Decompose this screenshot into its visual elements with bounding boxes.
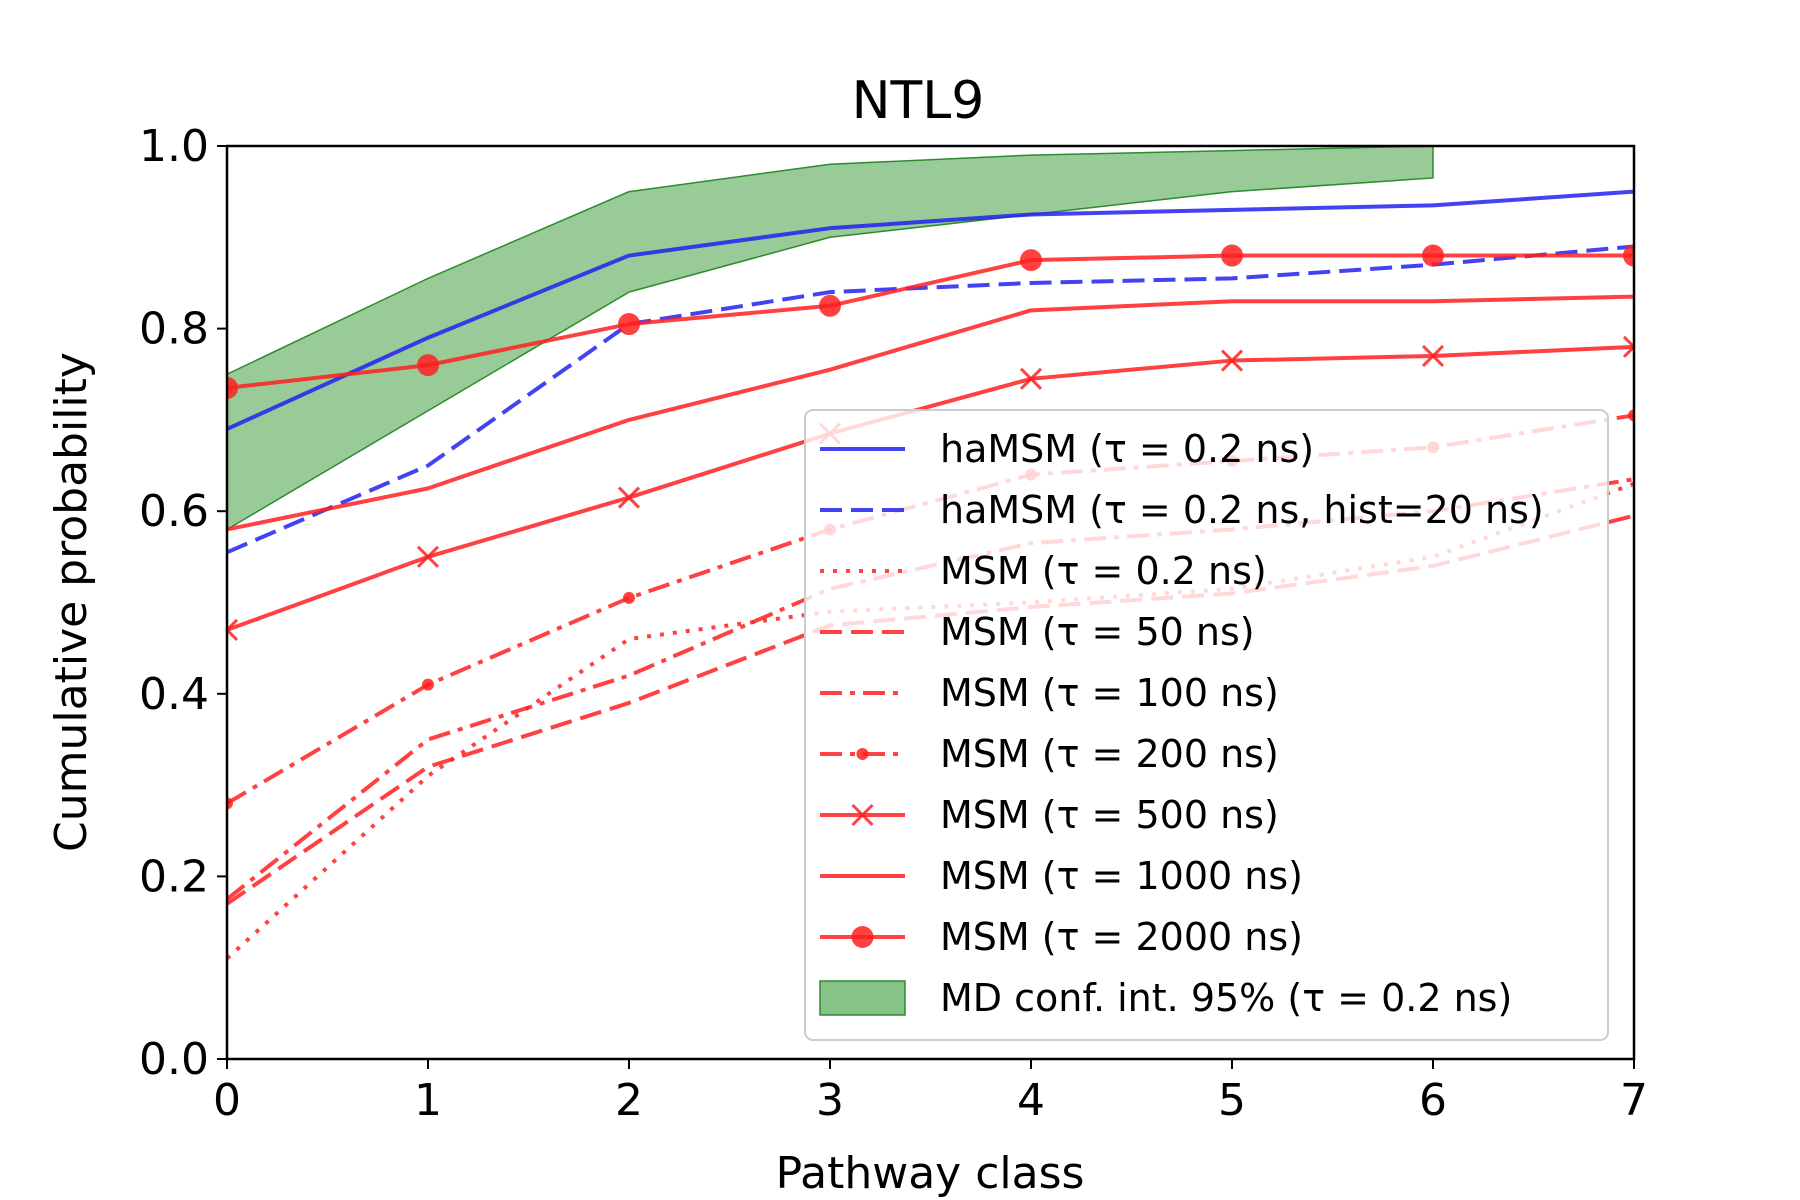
legend-label: MSM (τ = 0.2 ns) [940,549,1267,593]
x-tick-label: 0 [213,1075,241,1126]
series-line-5 [227,413,1634,806]
y-axis-label: Cumulative probability [46,352,97,852]
series-line-7 [227,294,1634,532]
series-line-6 [227,344,1634,632]
series-line-1 [227,244,1634,555]
legend-label: MSM (τ = 1000 ns) [940,854,1303,898]
data-point-8-6 [1422,244,1444,267]
data-point-6-2 [617,486,641,509]
y-tick-label: 1.0 [139,121,209,172]
series-0 [227,189,1634,431]
legend-label: MSM (τ = 2000 ns) [940,915,1303,959]
y-tick-label: 0.0 [139,1034,209,1085]
series-line-0 [227,189,1634,431]
legend-label: MSM (τ = 100 ns) [940,671,1279,715]
data-point-5-2 [623,591,635,604]
data-point-6-1 [416,545,440,568]
data-point-8-1 [417,354,439,377]
data-point-6-7 [1622,335,1634,358]
legend: haMSM (τ = 0.2 ns) haMSM (τ = 0.2 ns, his… [804,409,1609,1041]
legend-entry-3: MSM (τ = 50 ns) [820,610,1255,654]
data-point-8-2 [618,313,640,336]
x-tick-label: 5 [1218,1075,1246,1126]
x-tick-label: 1 [414,1075,442,1126]
x-tick-label: 6 [1419,1075,1447,1126]
series-1 [227,244,1634,555]
data-point-8-4 [1020,249,1042,272]
legend-entry-6: MSM (τ = 500 ns) [820,793,1279,837]
legend-box [804,409,1609,1041]
data-point-6-5 [1220,349,1244,372]
legend-entry-5: MSM (τ = 200 ns) [820,732,1279,776]
y-tick-label: 0.4 [139,669,209,720]
data-point-8-0 [227,376,238,399]
x-tick-label: 3 [816,1075,844,1126]
axes-frame [225,144,1636,1061]
axis-ticks: 0 1 2 3 4 5 6 7 0.0 0.2 0.4 0.6 0.8 1.0 [139,121,1648,1126]
legend-marker [856,748,869,760]
y-tick-label: 0.6 [139,486,209,537]
legend-entry-1: haMSM (τ = 0.2 ns, hist=20 ns) [820,488,1544,532]
data-point-8-3 [819,294,841,317]
legend-label: MSM (τ = 200 ns) [940,732,1279,776]
x-tick-label: 2 [615,1075,643,1126]
legend-entry-2: MSM (τ = 0.2 ns) [820,549,1267,593]
confidence-band [227,145,1434,531]
data-point-6-6 [1421,344,1445,368]
legend-entry-0: haMSM (τ = 0.2 ns) [820,427,1314,471]
legend-entry-9: MD conf. int. 95% (τ = 0.2 ns) [819,976,1512,1020]
x-tick-label: 7 [1620,1075,1648,1126]
series-8 [227,244,1634,399]
legend-label: haMSM (τ = 0.2 ns) [940,427,1314,471]
y-tick-label: 0.8 [139,304,209,355]
data-point-5-1 [422,678,434,691]
data-point-6-0 [227,618,239,641]
legend-label: MD conf. int. 95% (τ = 0.2 ns) [940,976,1512,1020]
legend-swatch [819,980,906,1016]
legend-entry-8: MSM (τ = 2000 ns) [820,915,1303,959]
legend-label: haMSM (τ = 0.2 ns, hist=20 ns) [940,488,1544,532]
x-tick-label: 4 [1017,1075,1045,1126]
legend-label: MSM (τ = 50 ns) [940,610,1255,654]
y-tick-label: 0.2 [139,851,209,902]
data-point-8-7 [1623,244,1634,267]
chart-title: NTL9 [852,71,985,131]
data-point-5-7 [1628,409,1634,422]
legend-marker [851,926,874,948]
series-7 [227,294,1634,532]
legend-entry-7: MSM (τ = 1000 ns) [820,854,1303,898]
legend-marker [851,803,874,827]
x-axis-label: Pathway class [776,1148,1085,1199]
data-point-5-0 [227,797,233,810]
data-point-8-5 [1221,244,1243,267]
data-point-6-4 [1019,367,1043,390]
series-line-8 [227,253,1634,390]
legend-entry-4: MSM (τ = 100 ns) [820,671,1279,715]
legend-label: MSM (τ = 500 ns) [940,793,1279,837]
